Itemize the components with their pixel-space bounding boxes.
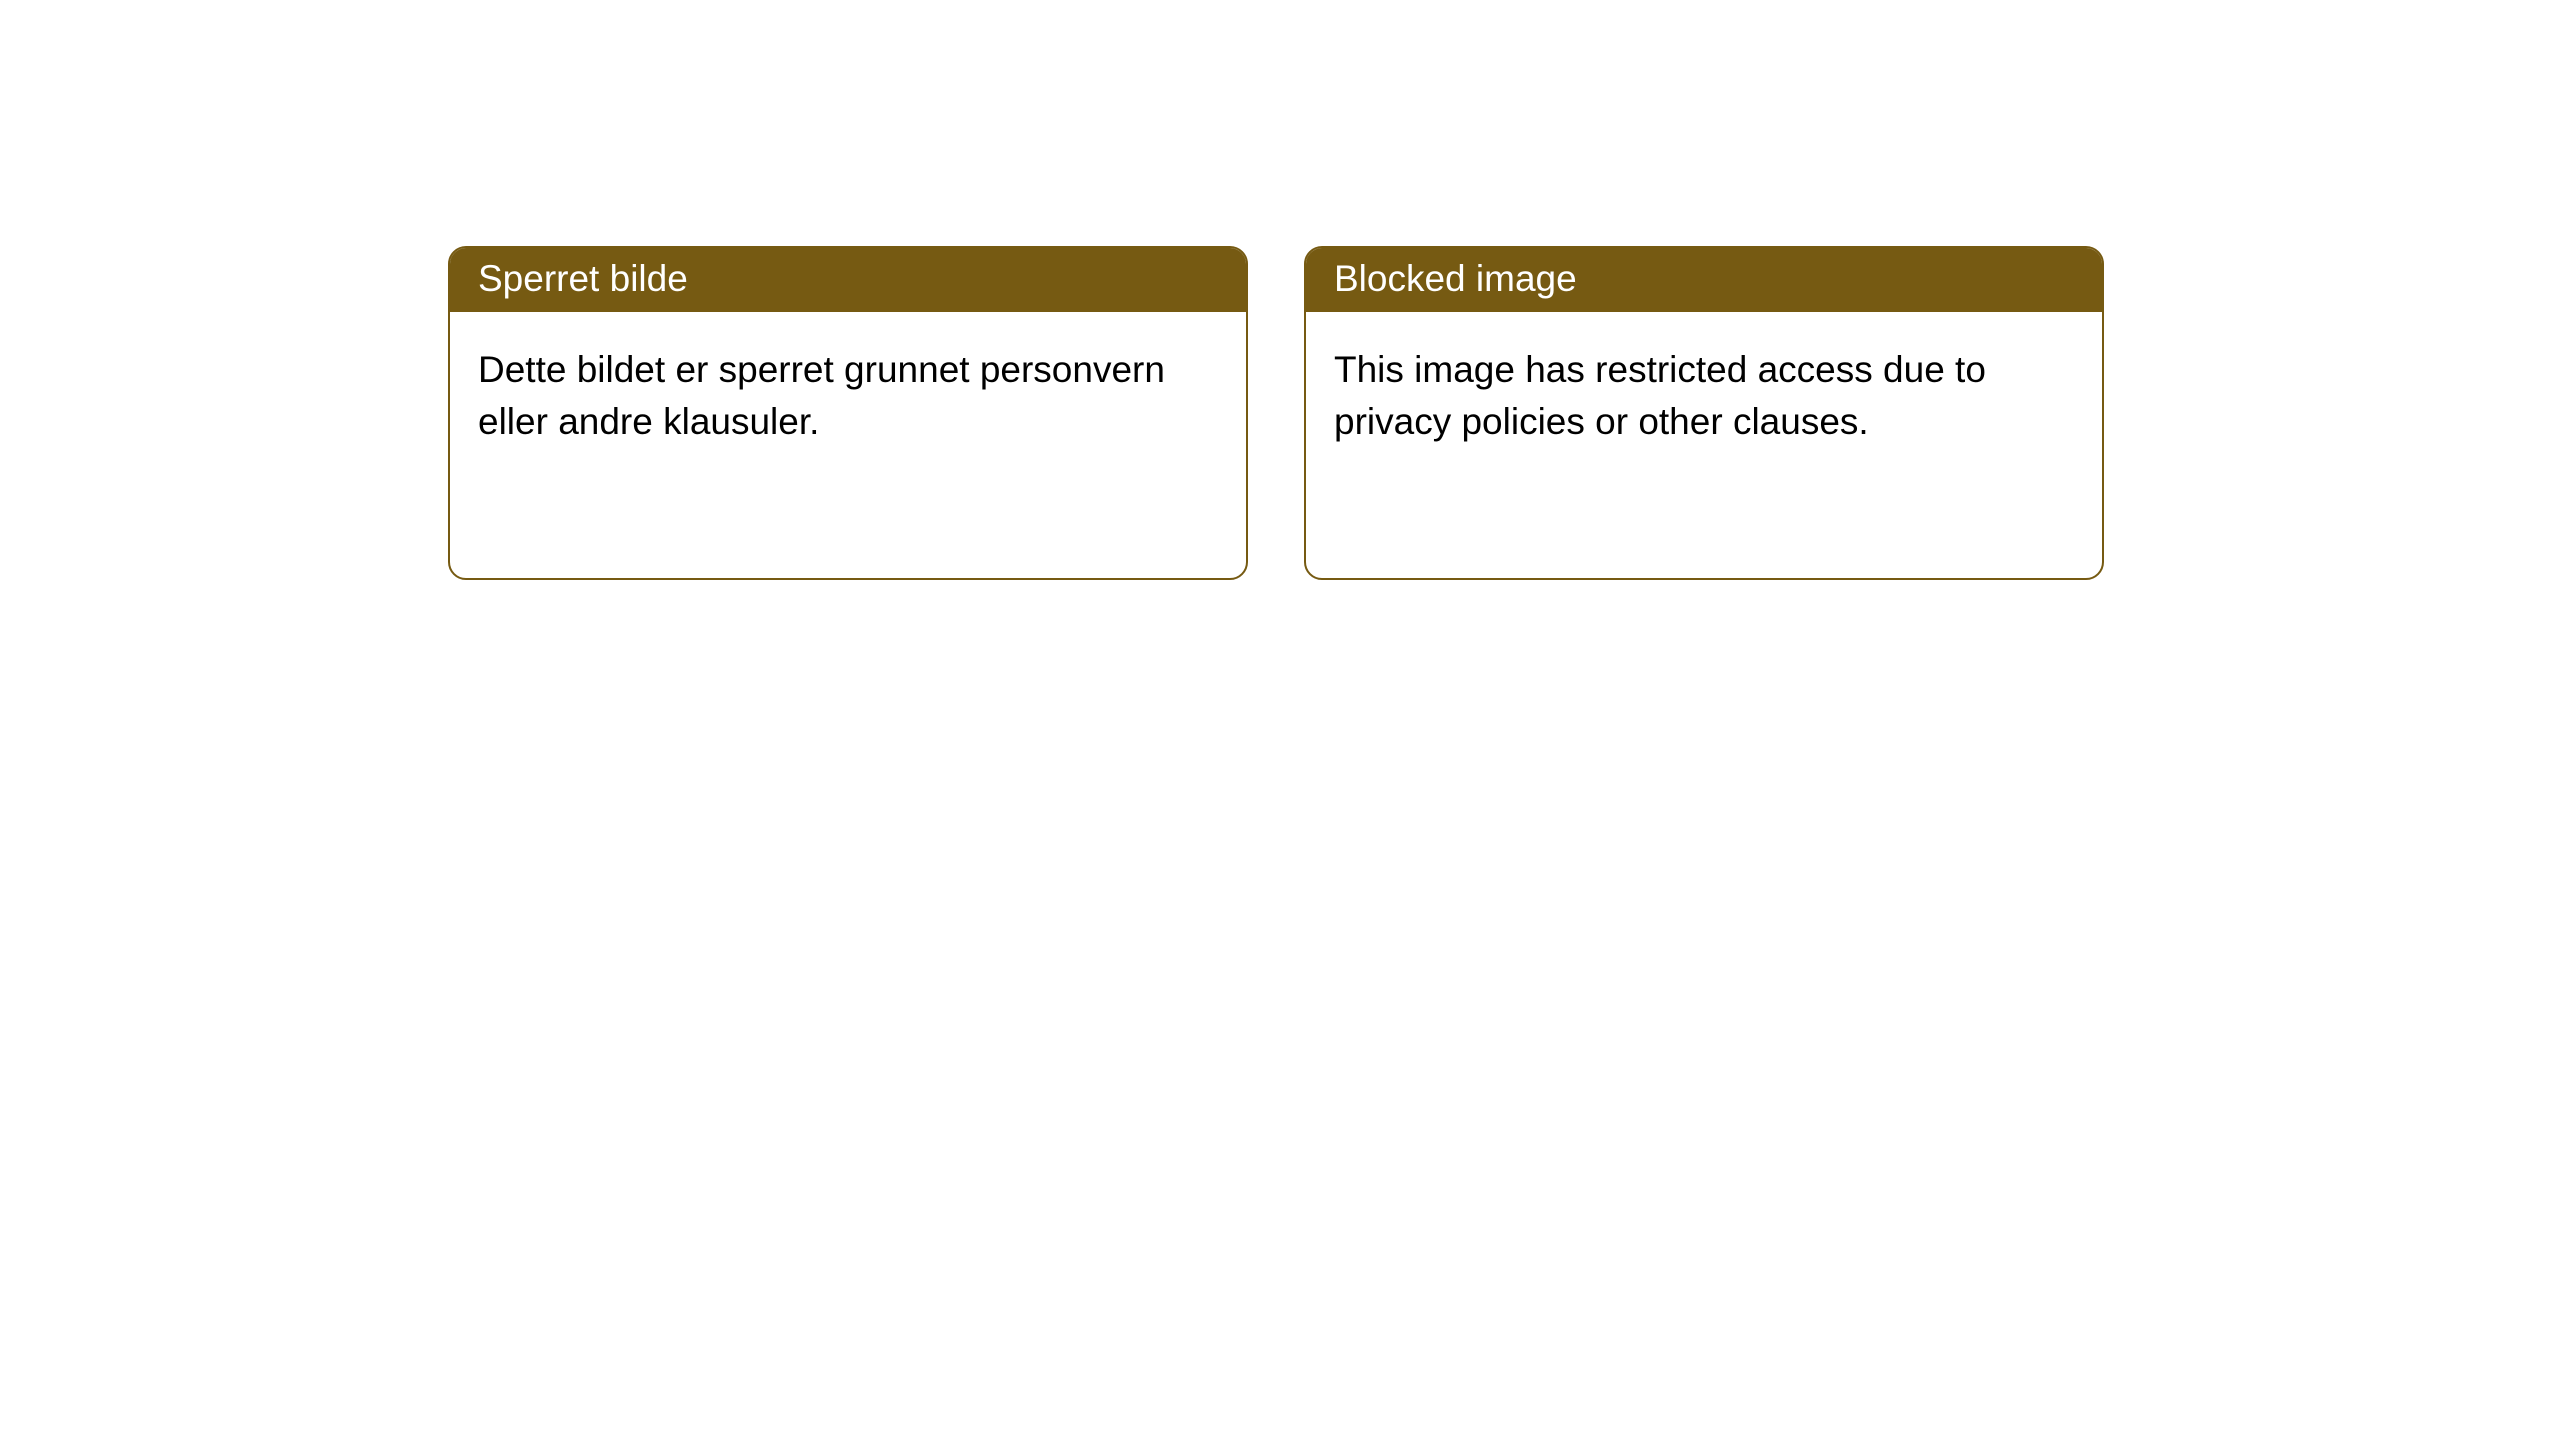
notice-card-title: Blocked image [1306, 248, 2102, 312]
notice-card-body: Dette bildet er sperret grunnet personve… [450, 312, 1246, 578]
notice-card-en: Blocked image This image has restricted … [1304, 246, 2104, 580]
notice-card-body: This image has restricted access due to … [1306, 312, 2102, 578]
notice-card-title: Sperret bilde [450, 248, 1246, 312]
notice-card-no: Sperret bilde Dette bildet er sperret gr… [448, 246, 1248, 580]
notice-container: Sperret bilde Dette bildet er sperret gr… [0, 0, 2560, 580]
